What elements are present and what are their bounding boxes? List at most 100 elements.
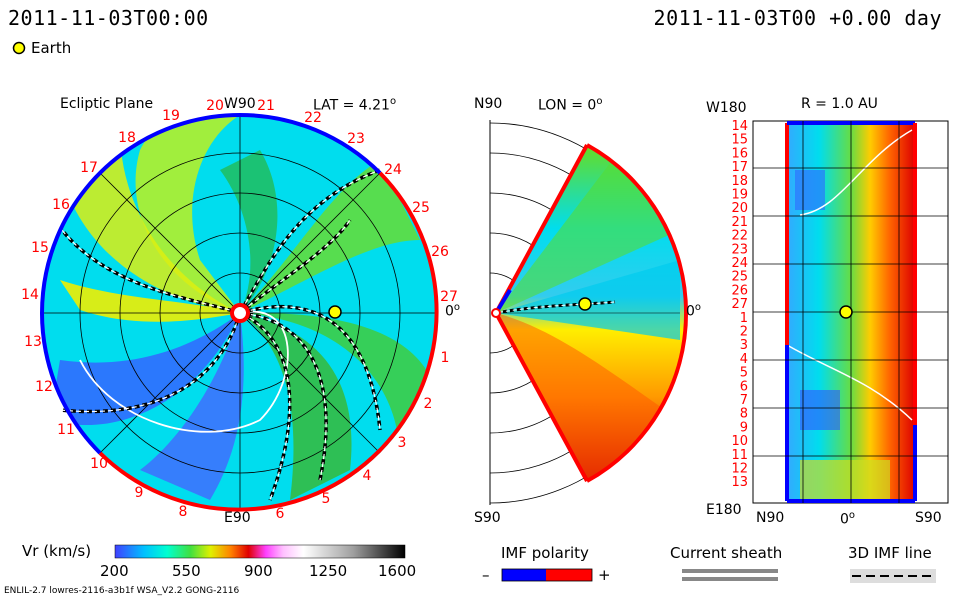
colorbar-tick-1250: 1250: [309, 562, 348, 580]
radial-row-label: 19: [731, 188, 748, 203]
svg-text:8: 8: [179, 504, 188, 520]
radial-bottom-label-n90: N90: [756, 510, 785, 526]
meridional-bottom-label: S90: [474, 510, 501, 526]
sun-marker: [230, 303, 250, 323]
radial-row-label: 20: [731, 201, 748, 216]
svg-text:25: 25: [412, 200, 430, 216]
svg-text:9: 9: [135, 485, 144, 501]
ecliptic-bottom-label: E90: [224, 510, 251, 526]
radial-top-left-label: W180: [706, 100, 747, 116]
radial-row-label: 15: [731, 133, 748, 148]
radial-row-label: 25: [731, 270, 748, 285]
svg-text:15: 15: [31, 240, 49, 256]
svg-text:18: 18: [118, 130, 136, 146]
ecliptic-panel: [40, 113, 439, 512]
radial-row-label: 4: [740, 352, 748, 367]
radial-row-label: 23: [731, 242, 748, 257]
radial-row-label: 16: [731, 146, 748, 161]
radial-row-label: 3: [740, 338, 748, 353]
radial-row-label: 24: [731, 256, 748, 271]
right-timestamp: 2011-11-03T00 +0.00 day: [653, 6, 942, 30]
svg-text:1: 1: [441, 350, 450, 366]
radial-row-label: 26: [731, 283, 748, 298]
left-timestamp: 2011-11-03T00:00: [8, 6, 209, 30]
current-sheath-label: Current sheath: [670, 544, 783, 562]
imf-polarity-label: IMF polarity: [501, 544, 589, 562]
radial-bottom-left-label: E180: [706, 502, 742, 518]
radial-row-label: 7: [740, 393, 748, 408]
svg-text:22: 22: [304, 110, 322, 126]
model-info: ENLIL-2.7 lowres-2116-a3b1f WSA_V2.2 GON…: [4, 586, 240, 596]
carrington-labels: 1 2 3 4 5 6 8 9 10 11 12 13 14 15 16 17 …: [21, 98, 458, 522]
radial-row-label: 13: [731, 475, 748, 490]
radial-row-label: 9: [740, 420, 748, 435]
svg-text:5: 5: [322, 491, 331, 507]
colorbar-tick-900: 900: [244, 562, 273, 580]
radial-row-label: 27: [731, 297, 748, 312]
radial-row-label: 14: [731, 119, 748, 134]
radial-bottom-label-0: 0o: [840, 510, 856, 528]
svg-text:17: 17: [80, 160, 98, 176]
radial-row-label: 11: [731, 448, 748, 463]
colorbar-tick-1600: 1600: [378, 562, 417, 580]
imf-line-swatch: [850, 569, 936, 583]
svg-text:16: 16: [52, 197, 70, 213]
radial-panel: [752, 120, 949, 504]
radial-row-label: 6: [740, 379, 748, 394]
colorbar-tick-550: 550: [172, 562, 201, 580]
svg-text:19: 19: [162, 108, 180, 124]
radial-bottom-label-s90: S90: [915, 510, 942, 526]
radial-row-label: 12: [731, 462, 748, 477]
radial-row-label: 10: [731, 434, 748, 449]
earth-legend-icon: [12, 40, 26, 55]
ecliptic-top-label: W90: [224, 96, 256, 112]
radial-row-label: 2: [740, 325, 748, 340]
polarity-ring-negative: [40, 113, 241, 455]
radial-row-labels: 1415161718192021222324252627123456789101…: [731, 119, 748, 490]
earth-marker-radial: [839, 305, 853, 319]
earth-legend-label: Earth: [31, 39, 72, 57]
imf-positive-swatch: [546, 569, 592, 581]
meridional-lon-label: LON = 0o: [538, 96, 603, 114]
svg-text:6: 6: [276, 506, 285, 522]
meridional-panel: [489, 120, 689, 505]
radial-r-label: R = 1.0 AU: [801, 96, 878, 112]
polarity-ring-positive: [98, 171, 439, 512]
svg-text:21: 21: [257, 98, 275, 114]
current-sheath-swatch: [682, 569, 778, 581]
radial-row-label: 8: [740, 407, 748, 422]
svg-text:23: 23: [347, 131, 365, 147]
svg-text:3: 3: [398, 435, 407, 451]
radial-row-label: 18: [731, 174, 748, 189]
earth-marker-meridional: [578, 297, 592, 311]
svg-text:2: 2: [424, 396, 433, 412]
earth-marker-ecliptic: [328, 305, 342, 319]
imf-line-label: 3D IMF line: [848, 544, 932, 562]
imf-plus-label: +: [598, 566, 611, 584]
svg-text:26: 26: [431, 244, 449, 260]
radial-row-label: 17: [731, 160, 748, 175]
colorbar-label: Vr (km/s): [22, 542, 92, 560]
imf-negative-swatch: [502, 569, 546, 581]
radial-row-label: 5: [740, 366, 748, 381]
ecliptic-lat-label: LAT = 4.21o: [313, 96, 397, 114]
ecliptic-title: Ecliptic Plane: [60, 96, 154, 112]
colorbar-tick-200: 200: [100, 562, 129, 580]
radial-row-label: 1: [740, 311, 748, 326]
svg-text:12: 12: [35, 379, 53, 395]
svg-text:10: 10: [90, 456, 108, 472]
svg-text:4: 4: [363, 468, 372, 484]
imf-minus-label: –: [482, 566, 490, 584]
svg-text:13: 13: [24, 334, 42, 350]
meridional-top-left-label: N90: [474, 96, 503, 112]
radial-row-label: 21: [731, 215, 748, 230]
svg-text:14: 14: [21, 287, 39, 303]
svg-text:20: 20: [206, 98, 224, 114]
radial-row-label: 22: [731, 229, 748, 244]
meridional-right-label: 0o: [686, 302, 702, 320]
svg-text:27: 27: [440, 289, 458, 305]
svg-text:24: 24: [384, 162, 402, 178]
ecliptic-right-label: 0o: [445, 302, 461, 320]
svg-text:11: 11: [57, 422, 75, 438]
